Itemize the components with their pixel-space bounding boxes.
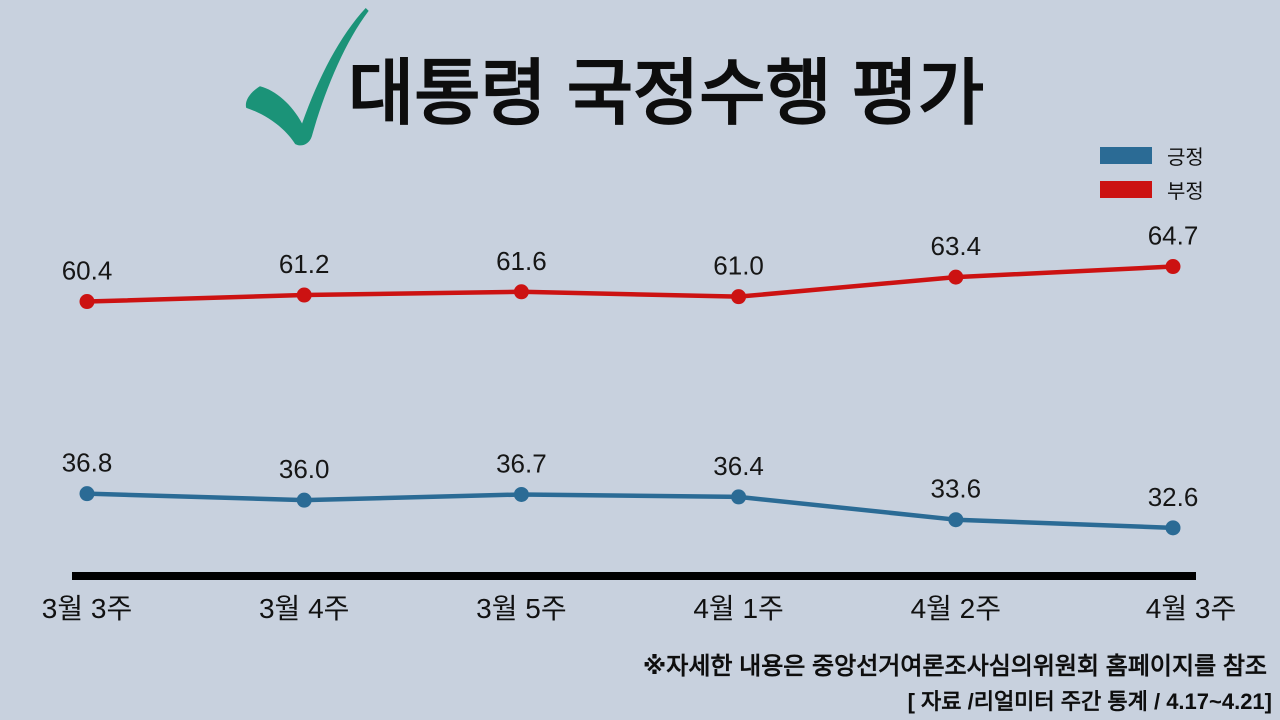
legend-label-positive: 긍정	[1167, 147, 1204, 169]
value-label: 61.2	[279, 249, 330, 279]
value-label: 64.7	[1148, 221, 1199, 251]
value-label: 61.6	[496, 246, 547, 276]
value-label: 36.8	[62, 448, 113, 478]
x-axis-label: 3월 3주	[42, 593, 132, 624]
value-label: 36.0	[279, 454, 330, 484]
data-point	[948, 512, 964, 528]
value-label: 63.4	[930, 231, 981, 261]
legend-swatch-negative	[1100, 181, 1152, 198]
x-axis-label: 4월 2주	[911, 593, 1001, 624]
value-label: 61.0	[713, 251, 764, 281]
value-label: 60.4	[62, 256, 113, 286]
data-point	[79, 294, 95, 310]
footnote-source-detail: [ 자료 /리얼미터 주간 통계 / 4.17~4.21]	[907, 689, 1272, 714]
data-point	[79, 486, 95, 502]
data-point	[731, 289, 747, 305]
data-point	[296, 492, 312, 508]
footnote-source-notice: ※자세한 내용은 중앙선거여론조사심의위원회 홈페이지를 참조	[642, 653, 1267, 680]
value-label: 33.6	[930, 474, 981, 504]
data-point	[1165, 259, 1181, 275]
legend-swatch-positive	[1100, 147, 1152, 164]
data-point	[1165, 520, 1181, 536]
value-label: 32.6	[1148, 482, 1199, 512]
data-point	[513, 284, 529, 300]
value-label: 36.4	[713, 451, 764, 481]
x-axis-label: 3월 4주	[259, 593, 349, 624]
value-label: 36.7	[496, 448, 547, 478]
legend-label-negative: 부정	[1167, 181, 1204, 203]
chart-legend: 긍정 부정	[1100, 141, 1204, 204]
x-axis-label: 3월 5주	[476, 593, 566, 624]
series-line-부정	[84, 264, 1176, 304]
data-point	[948, 269, 964, 285]
x-axis-line	[72, 572, 1196, 580]
checkmark-icon	[240, 6, 370, 148]
data-point	[731, 489, 747, 505]
data-point	[296, 287, 312, 303]
data-point	[513, 486, 529, 502]
legend-item-negative: 부정	[1100, 175, 1204, 204]
x-axis-label: 4월 3주	[1146, 593, 1236, 624]
x-axis-label: 4월 1주	[693, 593, 783, 624]
series-line-긍정	[84, 491, 1176, 531]
page-title: 대통령 국정수행 평가	[348, 54, 985, 134]
legend-item-positive: 긍정	[1100, 141, 1204, 170]
